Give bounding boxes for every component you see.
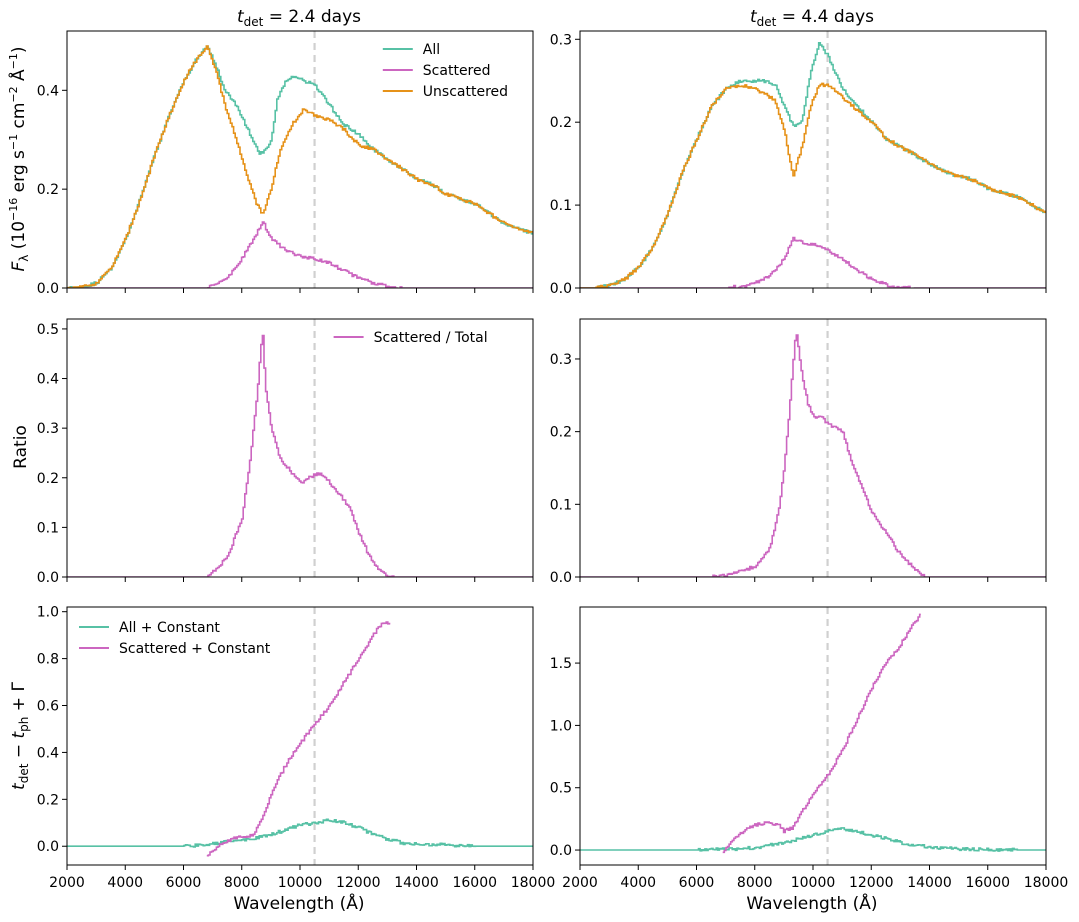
series-line-scattered-constant	[722, 613, 921, 854]
panel-row3-right: 0.0 0.5 1.0 1.5 2000 4000 6000 8000 10000 12000 14…	[550, 606, 1069, 891]
legend-label: All + Constant	[119, 620, 220, 636]
y-tick-label: 0.0	[550, 570, 572, 586]
y-tick-label: 1.0	[37, 605, 59, 621]
panel-title-left: tdet = 2.4 days	[237, 7, 361, 29]
x-tick-label: 16000	[965, 875, 1010, 891]
series-line-all	[67, 45, 533, 288]
x-tick-label: 6000	[166, 875, 202, 891]
y-tick-label: 0.6	[37, 699, 59, 715]
panel-row2-left: 0.0 0.1 0.2 0.3 0.4 0.5 Scattered / Total	[37, 318, 534, 586]
x-tick-label: 2000	[49, 875, 85, 891]
legend: Scattered / Total	[333, 330, 488, 346]
legend: All + Constant Scattered + Constant	[79, 620, 271, 657]
panel-title-right: tdet = 4.4 days	[750, 7, 874, 29]
y-tick-label: 0.0	[550, 843, 572, 859]
y-axis-label-delay: tdet − tph + Γ	[9, 682, 31, 790]
x-tick-label: 8000	[737, 875, 773, 891]
x-tick-label: 12000	[849, 875, 894, 891]
legend-label: Unscattered	[423, 84, 508, 100]
x-tick-label: 10000	[278, 875, 323, 891]
y-tick-label: 1.5	[550, 656, 572, 672]
y-tick-label: 0.2	[37, 471, 59, 487]
y-tick-label: 0.2	[550, 425, 572, 441]
y-tick-label: 0.5	[550, 781, 572, 797]
y-tick-label: 0.0	[550, 281, 572, 297]
panel-row3-left: 0.0 0.2 0.4 0.6 0.8 1.0 2000 4000 6000 8000 10000 1…	[37, 605, 556, 891]
y-tick-label: 0.1	[550, 497, 572, 513]
x-axis-label-right: Wavelength (Å)	[746, 892, 877, 914]
x-tick-label: 2000	[562, 875, 598, 891]
x-tick-label: 12000	[336, 875, 381, 891]
x-tick-label: 6000	[679, 875, 715, 891]
legend-label: All	[423, 42, 440, 58]
y-tick-label: 1.0	[550, 718, 572, 734]
series-line-scattered-total	[67, 334, 533, 577]
legend-label: Scattered	[423, 63, 491, 79]
axes-frame	[579, 606, 1047, 866]
series-line-all-constant	[580, 827, 1046, 852]
y-tick-label: 0.2	[37, 792, 59, 808]
y-tick-label: 0.3	[550, 352, 572, 368]
series-line-unscattered	[67, 45, 533, 288]
y-tick-label: 0.1	[550, 198, 572, 214]
y-tick-label: 0.5	[37, 322, 59, 338]
series-line-unscattered	[580, 82, 1046, 288]
axes-frame	[66, 318, 534, 578]
x-tick-label: 18000	[1024, 875, 1069, 891]
legend-label: Scattered / Total	[374, 330, 488, 346]
series-line-scattered	[580, 236, 1046, 288]
y-tick-label: 0.4	[37, 83, 59, 99]
x-tick-label: 14000	[907, 875, 952, 891]
x-tick-label: 10000	[791, 875, 836, 891]
y-axis-label-flux: Fλ (10−16 erg s−1 cm−2 Å−1)	[7, 46, 31, 271]
x-tick-label: 4000	[620, 875, 656, 891]
series-line-scattered-constant	[206, 621, 391, 857]
series-line-all-constant	[67, 818, 533, 848]
y-tick-label: 0.0	[37, 570, 59, 586]
panel-row1-left: 0.0 0.2 0.4 All Scattered Unscattered	[37, 30, 534, 297]
y-tick-label: 0.2	[550, 115, 572, 131]
y-axis-label-ratio: Ratio	[11, 425, 31, 469]
y-tick-label: 0.4	[37, 372, 59, 388]
y-tick-label: 0.8	[37, 652, 59, 668]
axes-frame	[579, 318, 1047, 578]
x-axis-label-left: Wavelength (Å)	[233, 892, 364, 914]
panel-row1-right: 0.0 0.1 0.2 0.3	[550, 30, 1047, 297]
y-tick-label: 0.2	[37, 182, 59, 198]
x-tick-label: 14000	[394, 875, 439, 891]
y-tick-label: 0.1	[37, 520, 59, 536]
panel-row2-right: 0.0 0.1 0.2 0.3	[550, 318, 1047, 586]
x-tick-label: 4000	[107, 875, 143, 891]
y-tick-label: 0.3	[37, 421, 59, 437]
legend: All Scattered Unscattered	[382, 42, 508, 100]
x-tick-label: 18000	[511, 875, 556, 891]
y-tick-label: 0.0	[37, 281, 59, 297]
x-tick-label: 16000	[452, 875, 497, 891]
series-line-scattered-total	[580, 334, 1046, 577]
legend-label: Scattered + Constant	[119, 641, 271, 657]
y-tick-label: 0.3	[550, 32, 572, 48]
series-line-scattered	[67, 221, 533, 288]
x-tick-label: 8000	[224, 875, 260, 891]
y-tick-label: 0.4	[37, 745, 59, 761]
y-tick-label: 0.0	[37, 839, 59, 855]
